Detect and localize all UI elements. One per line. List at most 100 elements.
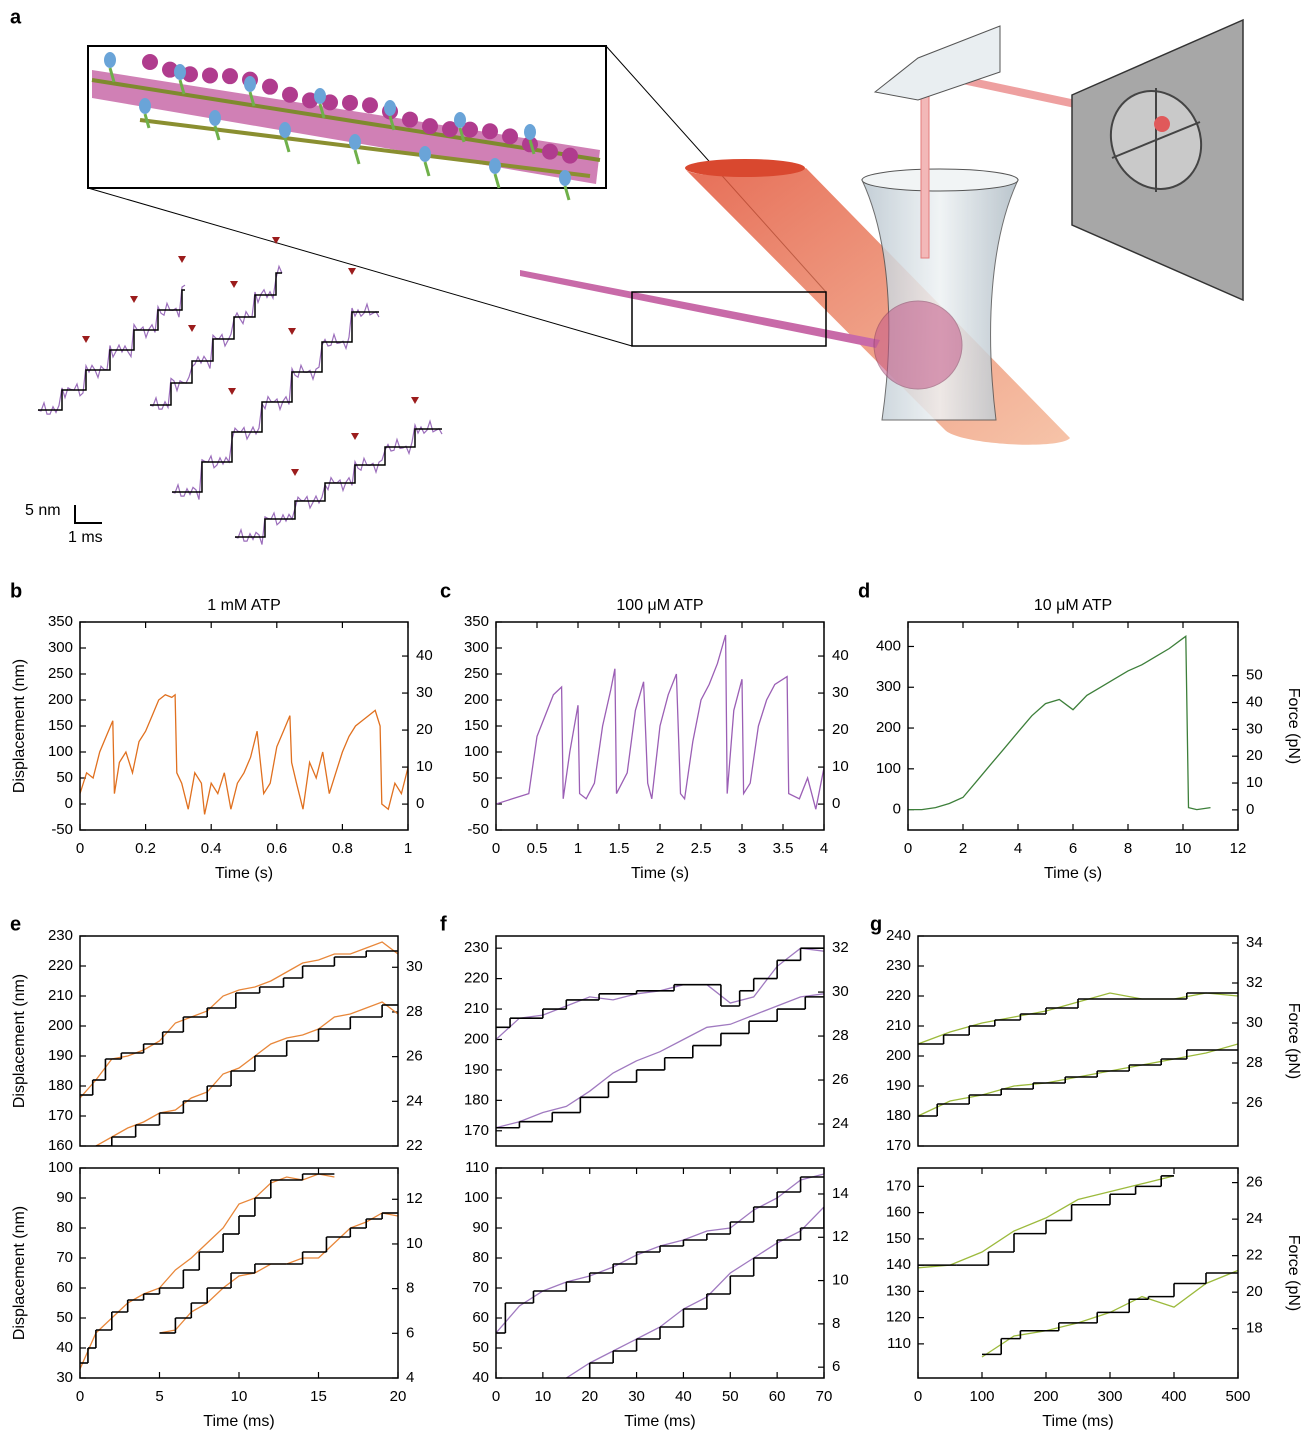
beam-top (685, 159, 805, 177)
bead (873, 300, 963, 390)
myosin-neck (178, 79, 186, 95)
x-tick-label: 12 (1230, 840, 1247, 857)
y-tick-label: 200 (886, 1047, 911, 1064)
tropomyosin (91, 78, 601, 162)
myosin-head (174, 64, 186, 80)
x-tick-label: 5 (155, 1388, 163, 1405)
actin-bead (502, 128, 518, 145)
actin-bead (202, 67, 218, 84)
y-tick-label: 50 (472, 769, 489, 786)
panel-letter: e (10, 913, 21, 935)
y-tick-label: 200 (876, 719, 901, 736)
y-tick-label: 150 (464, 717, 489, 734)
x-tick-label: 30 (628, 1388, 645, 1405)
panel-letter: a (10, 6, 22, 28)
plot-data (908, 635, 1211, 811)
y2-tick-label: 10 (832, 1272, 849, 1289)
y2-tick-label: 10 (416, 758, 433, 775)
y2-tick-label: 10 (832, 758, 849, 775)
x-tick-label: 0.5 (527, 840, 548, 857)
quadrant-lines (1111, 88, 1201, 192)
myosin-head (384, 100, 396, 116)
x-tick-label: 0 (76, 840, 84, 857)
y2-tick-label: 30 (416, 684, 433, 701)
trace (496, 1173, 824, 1334)
y2-tick-label: 30 (832, 983, 849, 1000)
y2-tick-label: 32 (832, 939, 849, 956)
y2-tick-label: 8 (406, 1280, 414, 1297)
x-tick-label: 4 (1014, 840, 1022, 857)
myosin-neck (493, 173, 501, 189)
y2-tick-label: 20 (832, 721, 849, 738)
trace (80, 941, 398, 1099)
x-tick-label: 0.6 (266, 840, 287, 857)
example-fit (38, 289, 185, 411)
plot-data (496, 947, 824, 1129)
y-tick-label: 0 (65, 795, 73, 812)
y-tick-label: 170 (48, 1107, 73, 1124)
plot-data (918, 992, 1238, 1117)
y-tick-label: 210 (886, 1017, 911, 1034)
y2-tick-label: 28 (1246, 1054, 1263, 1071)
y-tick-label: 350 (48, 613, 73, 630)
y2-axis-label: Force (pN) (1285, 1003, 1302, 1079)
example-traces (37, 237, 443, 545)
x-tick-label: 200 (1033, 1388, 1058, 1405)
y2-tick-label: 20 (1246, 747, 1263, 764)
trace (918, 1175, 1175, 1269)
y2-tick-label: 40 (832, 647, 849, 664)
x-axis-label: Time (s) (631, 865, 689, 882)
step-marker (348, 268, 356, 275)
y-tick-label: 120 (886, 1309, 911, 1326)
x-tick-label: 3.5 (773, 840, 794, 857)
y-tick-label: 300 (464, 639, 489, 656)
panel-letter: c (440, 580, 451, 602)
y-tick-label: 250 (48, 665, 73, 682)
trace (80, 1173, 335, 1370)
x-tick-label: 60 (769, 1388, 786, 1405)
trace (918, 1043, 1238, 1117)
y-tick-label: 210 (48, 987, 73, 1004)
y2-tick-label: 0 (416, 795, 424, 812)
plot-frame (917, 1167, 1239, 1379)
chart-title: 100 μM ATP (616, 597, 703, 614)
y-tick-label: 140 (886, 1256, 911, 1273)
y2-axis-label: Force (pN) (1285, 1235, 1302, 1311)
myosin-neck (108, 67, 116, 83)
x-tick-label: 0 (492, 1388, 500, 1405)
x-tick-label: 2 (959, 840, 967, 857)
y-tick-label: 190 (464, 1061, 489, 1078)
y2-tick-label: 26 (832, 1071, 849, 1088)
myosin-head (559, 170, 571, 186)
y2-tick-label: 12 (832, 1228, 849, 1245)
laser-spot (1154, 116, 1170, 132)
x-tick-label: 300 (1097, 1388, 1122, 1405)
y-tick-label: 200 (464, 691, 489, 708)
y-tick-label: 90 (56, 1189, 73, 1206)
y2-tick-label: 0 (1246, 801, 1254, 818)
x-tick-label: 2 (656, 840, 664, 857)
y-tick-label: 210 (464, 1000, 489, 1017)
trace (80, 693, 408, 815)
x-tick-label: 40 (675, 1388, 692, 1405)
y-tick-label: 180 (48, 1077, 73, 1094)
step-marker (230, 281, 238, 288)
y-tick-label: 110 (887, 1335, 911, 1352)
actin-bead (362, 97, 378, 114)
prism (873, 25, 1001, 101)
y2-tick-label: 30 (1246, 720, 1263, 737)
trace (95, 1001, 398, 1146)
y2-tick-label: 0 (832, 795, 840, 812)
x-tick-label: 10 (231, 1388, 248, 1405)
zoom-line (87, 187, 633, 347)
x-tick-label: 3 (738, 840, 746, 857)
y-tick-label: 170 (886, 1177, 911, 1194)
y2-tick-label: 6 (832, 1358, 840, 1375)
y-tick-label: 50 (56, 769, 73, 786)
example-fit (235, 428, 442, 538)
actin-bead (482, 123, 498, 140)
plot-frame (79, 621, 409, 831)
x-tick-label: 1 (574, 840, 582, 857)
